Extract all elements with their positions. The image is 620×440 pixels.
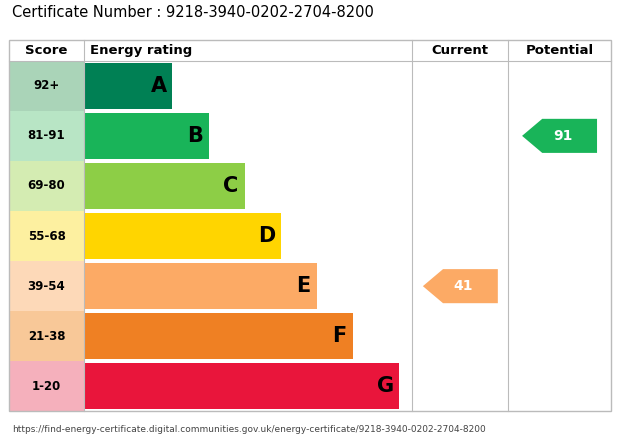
Text: 21-38: 21-38 bbox=[28, 330, 65, 343]
Text: https://find-energy-certificate.digital.communities.gov.uk/energy-certificate/92: https://find-energy-certificate.digital.… bbox=[12, 425, 486, 433]
Polygon shape bbox=[423, 269, 498, 303]
Bar bbox=[84, 113, 208, 159]
Text: 92+: 92+ bbox=[33, 79, 60, 92]
Bar bbox=[9, 40, 611, 411]
Bar bbox=[84, 213, 281, 259]
Bar bbox=[84, 63, 172, 109]
Text: D: D bbox=[259, 226, 276, 246]
Bar bbox=[9, 311, 84, 361]
Text: A: A bbox=[151, 76, 167, 96]
Text: Certificate Number : 9218-3940-0202-2704-8200: Certificate Number : 9218-3940-0202-2704… bbox=[12, 5, 374, 20]
Text: B: B bbox=[187, 126, 203, 146]
Bar bbox=[84, 163, 245, 209]
Text: Energy rating: Energy rating bbox=[90, 44, 192, 57]
Bar bbox=[9, 111, 84, 161]
Text: F: F bbox=[332, 326, 347, 346]
Bar bbox=[84, 313, 353, 359]
Text: 69-80: 69-80 bbox=[28, 180, 65, 192]
Text: E: E bbox=[296, 276, 311, 296]
Text: C: C bbox=[223, 176, 239, 196]
Text: Current: Current bbox=[432, 44, 489, 57]
Text: 1-20: 1-20 bbox=[32, 380, 61, 393]
Bar bbox=[9, 211, 84, 261]
Bar bbox=[9, 61, 84, 111]
Text: Score: Score bbox=[25, 44, 68, 57]
Bar bbox=[9, 361, 84, 411]
Text: 81-91: 81-91 bbox=[28, 129, 65, 143]
Bar bbox=[84, 363, 399, 409]
Bar bbox=[9, 161, 84, 211]
Text: Potential: Potential bbox=[526, 44, 593, 57]
Text: 39-54: 39-54 bbox=[28, 280, 65, 293]
Text: 91: 91 bbox=[553, 129, 572, 143]
Text: 41: 41 bbox=[454, 279, 473, 293]
Bar bbox=[84, 263, 317, 309]
Text: 55-68: 55-68 bbox=[27, 230, 66, 242]
Polygon shape bbox=[522, 119, 597, 153]
Text: G: G bbox=[377, 376, 394, 396]
Bar bbox=[9, 261, 84, 311]
